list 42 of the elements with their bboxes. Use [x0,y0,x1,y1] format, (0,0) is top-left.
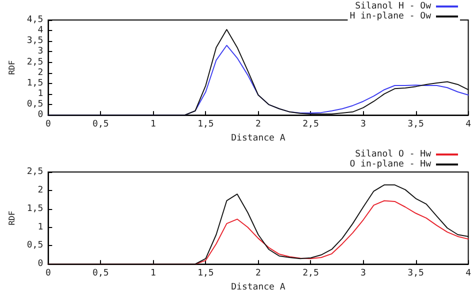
x-tick-label: 0,5 [92,268,109,279]
x-tick-label: 2 [256,268,261,279]
x-tick-label: 4 [466,120,471,130]
x-tick-label: 0 [45,268,51,279]
x-tick-label: 1,5 [198,120,214,130]
y-tick-label: 2 [38,185,44,196]
legend-label: H in-plane - Ow [350,12,432,22]
x-tick-label: 2 [256,120,261,130]
legend-label: Silanol H - Ow [355,2,432,12]
x-axis-title: Distance A [231,282,286,292]
y-tick-label: 0 [38,110,44,120]
x-axis-title: Distance A [231,134,286,144]
x-tick-label: 1 [150,268,156,279]
x-tick-label: 0,5 [92,120,109,130]
x-tick-label: 3 [360,268,366,279]
y-tick-label: 1 [38,222,44,232]
y-tick-label: 2,5 [26,57,44,68]
x-tick-label: 1 [150,120,156,130]
x-tick-label: 2,5 [302,120,319,130]
y-tick-label: 3 [38,46,44,57]
x-tick-label: 4 [466,268,471,279]
x-tick-label: 3 [360,120,366,130]
x-tick-label: 0 [45,120,51,130]
y-tick-label: 0,5 [26,100,44,110]
y-tick-label: 4,5 [26,15,44,25]
x-tick-label: 3,5 [408,268,424,279]
legend-label: Silanol O - Hw [355,150,432,160]
x-tick-label: 2,5 [302,268,319,279]
y-tick-label: 0,5 [26,240,44,251]
legend-label: O in-plane - Hw [350,160,432,170]
y-tick-label: 0 [38,259,44,270]
y-axis-title: RDF [8,210,16,226]
y-tick-label: 1,5 [26,204,44,214]
y-tick-label: 2,5 [26,167,44,177]
y-tick-label: 1 [38,88,44,99]
x-tick-label: 1,5 [198,268,214,279]
y-tick-label: 3,5 [26,36,44,46]
y-tick-label: 2 [38,68,44,78]
y-tick-label: 4 [38,26,44,36]
y-axis-title: RDF [8,60,16,75]
y-tick-label: 1,5 [26,78,44,88]
x-tick-label: 3,5 [408,120,424,130]
